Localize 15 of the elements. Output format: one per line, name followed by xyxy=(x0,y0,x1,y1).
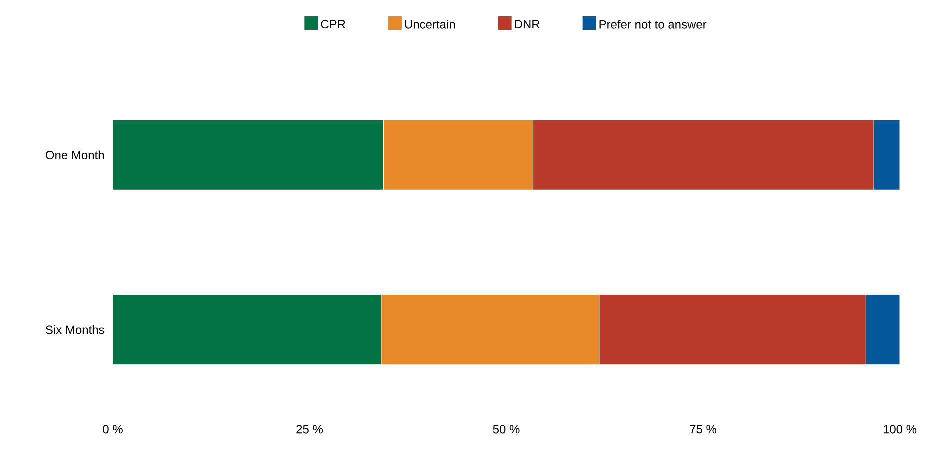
legend-label: Uncertain xyxy=(405,20,456,29)
bar xyxy=(874,120,900,190)
x-tick-label: 50 % xyxy=(493,425,520,434)
x-tick-label: 0 % xyxy=(103,425,123,434)
legend-label: Prefer not to answer xyxy=(600,20,707,29)
bar xyxy=(866,294,900,366)
x-tick-label: 100 % xyxy=(884,425,917,434)
y-tick-label: Six Months xyxy=(46,325,104,334)
bar xyxy=(113,120,384,190)
x-tick-label: 75 % xyxy=(690,425,716,434)
x-tick-label: 25 % xyxy=(296,425,323,434)
y-tick-label: One Month xyxy=(46,150,104,160)
bar xyxy=(113,294,382,366)
legend-label: CPR xyxy=(321,20,346,29)
legend-label: DNR xyxy=(515,20,540,28)
